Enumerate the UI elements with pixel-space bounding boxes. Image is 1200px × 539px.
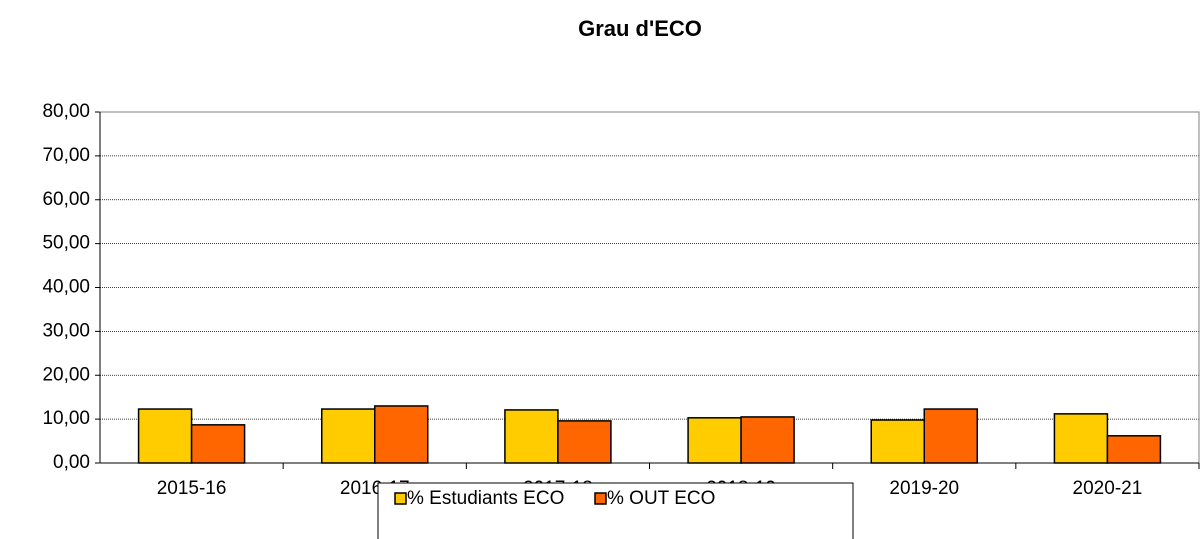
- bar: [374, 405, 429, 464]
- bar: [870, 419, 925, 464]
- bar: [504, 409, 559, 464]
- bar: [687, 417, 742, 464]
- y-tick-label: 0,00: [53, 452, 90, 473]
- x-tick-label: 2019-20: [889, 478, 959, 499]
- bar: [137, 408, 193, 464]
- y-tick-label: 50,00: [42, 233, 90, 254]
- y-tick-label: 20,00: [42, 364, 90, 385]
- bar: [190, 424, 246, 464]
- y-tick-label: 40,00: [42, 277, 90, 298]
- y-tick-label: 80,00: [42, 101, 90, 122]
- bar: [923, 408, 978, 464]
- legend-label: % OUT ECO: [607, 488, 715, 509]
- bar: [740, 416, 795, 464]
- legend-swatch: [394, 492, 407, 505]
- x-tick-label: 2015-16: [157, 478, 227, 499]
- y-tick-label: 30,00: [42, 320, 90, 341]
- y-tick-label: 60,00: [42, 189, 90, 210]
- legend-box: [377, 482, 854, 539]
- chart-title: Grau d'ECO: [578, 16, 702, 41]
- bar: [557, 420, 612, 464]
- y-tick-label: 10,00: [42, 408, 90, 429]
- bar: [1106, 435, 1162, 464]
- x-tick-label: 2020-21: [1073, 478, 1143, 499]
- bar: [321, 408, 376, 464]
- legend-swatch: [594, 492, 607, 505]
- y-tick-label: 70,00: [42, 145, 90, 166]
- bar: [1053, 413, 1109, 464]
- legend-label: % Estudiants ECO: [407, 488, 564, 509]
